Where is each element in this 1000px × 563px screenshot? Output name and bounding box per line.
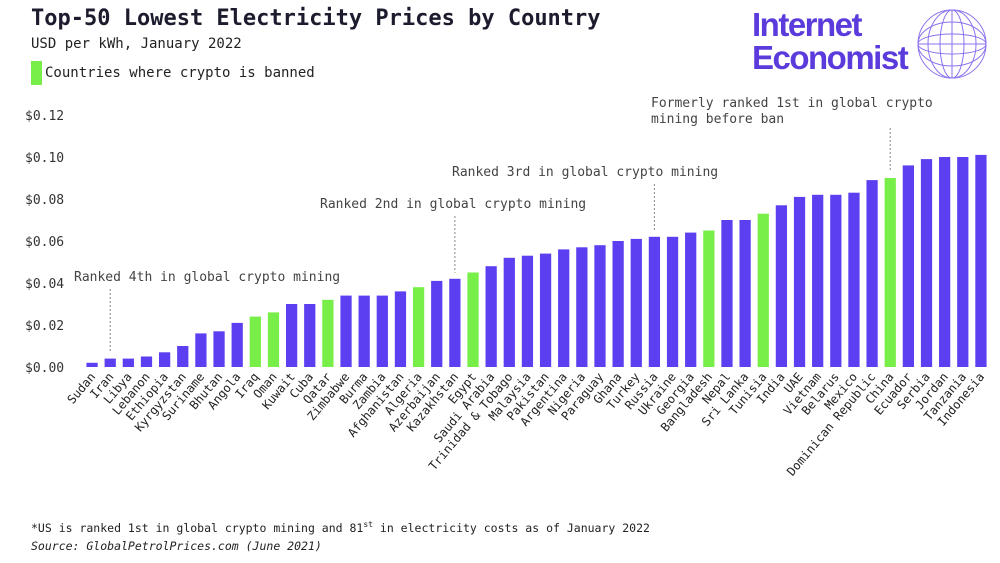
bar-belarus	[830, 194, 842, 367]
bar-ethiopia	[159, 352, 171, 367]
annotation-text: mining before ban	[651, 112, 784, 127]
bar-algeria	[412, 287, 425, 367]
logo-internet-economist: Internet Economist	[752, 6, 909, 76]
bar-bangladesh	[703, 230, 715, 367]
bar-cuba	[304, 304, 316, 367]
bar-kuwait	[285, 304, 298, 367]
bar-suriname	[195, 333, 207, 367]
y-tick-label: $0.06	[25, 235, 64, 250]
bar-burma	[358, 295, 370, 367]
annotation-text: Formerly ranked 1st in global crypto	[651, 96, 933, 111]
annotation-text: Ranked 2nd in global crypto mining	[320, 197, 586, 212]
bar-pakistan	[539, 253, 552, 367]
bar-serbia	[920, 159, 933, 367]
bar-iraq	[249, 316, 261, 367]
bar-iran	[104, 358, 116, 367]
bar-dominican-republic	[866, 180, 878, 367]
y-tick-label: $0.00	[25, 361, 64, 376]
y-tick-label: $0.10	[25, 151, 64, 166]
bar-ukraine	[666, 236, 679, 367]
legend-swatch-banned	[31, 61, 42, 85]
bar-indonesia	[975, 154, 987, 367]
bar-paraguay	[594, 245, 606, 367]
chart-title: Top-50 Lowest Electricity Prices by Coun…	[31, 6, 601, 31]
bar-zimbabwe	[340, 295, 352, 367]
legend-label: Countries where crypto is banned	[45, 65, 315, 81]
bar-zambia	[376, 295, 388, 367]
bar-chart: $0.00$0.02$0.04$0.06$0.08$0.10$0.12Sudan…	[25, 96, 987, 479]
bar-nepal	[721, 220, 733, 367]
bar-malaysia	[521, 255, 534, 367]
bar-nigeria	[576, 247, 588, 367]
legend: Countries where crypto is banned	[31, 61, 315, 85]
y-tick-label: $0.02	[25, 319, 64, 334]
bar-angola	[231, 322, 243, 367]
bar-georgia	[685, 232, 697, 367]
y-tick-label: $0.08	[25, 193, 64, 208]
bar-libya	[122, 358, 134, 367]
bar-saudi-arabia	[485, 266, 497, 367]
y-tick-label: $0.12	[25, 109, 64, 124]
bar-egypt	[467, 272, 479, 367]
globe-icon	[917, 9, 987, 79]
bar-ecuador	[902, 165, 914, 367]
annotation-text: Ranked 4th in global crypto mining	[74, 270, 340, 285]
bar-uae	[793, 196, 806, 367]
y-tick-label: $0.04	[25, 277, 64, 292]
bar-india	[775, 205, 788, 367]
bar-russia	[648, 236, 661, 367]
logo-line-1: Internet	[752, 6, 863, 43]
bar-trinidad-tobago	[503, 257, 515, 367]
bar-china	[884, 178, 896, 367]
bar-jordan	[939, 157, 951, 367]
bar-oman	[267, 312, 280, 367]
annotation-text: Ranked 3rd in global crypto mining	[452, 165, 718, 180]
bar-tunisia	[757, 213, 769, 367]
bar-ghana	[612, 241, 624, 367]
bar-vietnam	[812, 194, 824, 367]
bar-afghanistan	[394, 291, 407, 367]
bar-kyrgyzstan	[177, 346, 189, 367]
bar-mexico	[848, 192, 860, 367]
bar-sri-lanka	[739, 220, 751, 367]
bar-bhutan	[213, 331, 225, 367]
chart-subtitle: USD per kWh, January 2022	[31, 36, 242, 52]
footnote: *US is ranked 1st in global crypto minin…	[31, 520, 650, 535]
bar-qatar	[322, 299, 334, 367]
bar-turkey	[630, 238, 642, 367]
bar-kazakhstan	[449, 278, 461, 367]
bar-argentina	[558, 249, 570, 367]
bar-lebanon	[140, 356, 153, 367]
bar-tanzania	[957, 157, 969, 367]
bar-sudan	[86, 362, 98, 367]
source-note: Source: GlobalPetrolPrices.com (June 202…	[31, 539, 322, 553]
logo-line-2: Economist	[752, 39, 909, 76]
bar-azerbaijan	[431, 280, 443, 367]
